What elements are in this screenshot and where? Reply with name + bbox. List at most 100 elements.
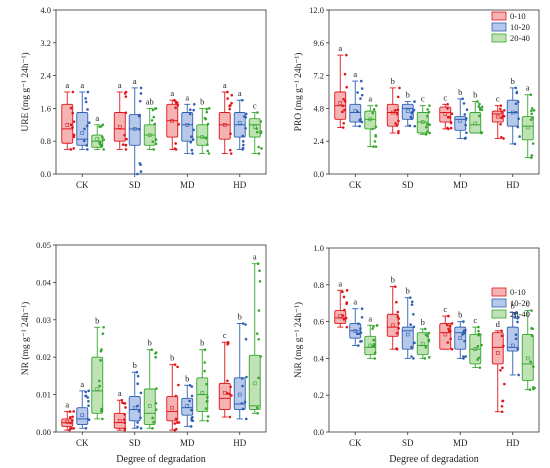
data-point	[397, 130, 400, 133]
data-point	[101, 332, 105, 335]
data-point	[465, 131, 468, 135]
data-point	[205, 399, 209, 403]
data-point	[228, 148, 232, 152]
data-point	[408, 124, 412, 128]
data-point	[374, 125, 378, 129]
data-point	[102, 325, 105, 329]
box-body	[76, 112, 89, 146]
data-point	[124, 95, 128, 98]
data-point	[449, 126, 453, 130]
significance-letter: b	[473, 90, 477, 100]
box-SD-20-40: b	[143, 338, 158, 430]
data-point	[360, 307, 364, 311]
box-HD-20-40: c	[521, 299, 536, 391]
data-point	[137, 409, 141, 413]
data-point	[502, 344, 505, 348]
data-point	[477, 105, 481, 108]
data-point	[343, 99, 347, 103]
data-point	[71, 415, 74, 419]
data-point	[152, 148, 156, 151]
data-point	[345, 85, 348, 89]
data-point	[530, 309, 533, 312]
box-MD-10-20: b	[454, 87, 469, 140]
data-point	[206, 122, 210, 126]
data-point	[448, 324, 452, 328]
data-point	[449, 121, 453, 125]
chart-panel-bottom-left: 0.00 0.01 0.02 0.03 0.04 0.05 NR (mg g⁻¹ 24h⁻¹…	[20, 240, 267, 465]
box-mean	[185, 404, 190, 408]
data-point	[206, 143, 209, 146]
data-point	[341, 290, 344, 294]
data-point	[205, 110, 209, 114]
data-point	[124, 111, 128, 115]
data-point	[225, 392, 229, 395]
data-point	[228, 107, 232, 111]
data-point	[412, 108, 415, 112]
x-tick-label: HD	[233, 180, 246, 190]
box-mean	[132, 405, 137, 410]
y-tick-label: 12.0	[309, 5, 324, 15]
data-point	[427, 110, 431, 114]
data-point	[241, 134, 244, 138]
data-point	[71, 126, 74, 129]
significance-letter: a	[118, 80, 122, 90]
data-point	[501, 366, 504, 370]
data-point	[513, 312, 517, 316]
y-tick-label: 4.0	[40, 5, 51, 15]
x-tick-label: CK	[349, 438, 362, 448]
data-point	[372, 145, 375, 148]
data-point	[72, 410, 76, 413]
data-point	[425, 123, 429, 126]
data-point	[174, 427, 178, 431]
data-point	[532, 109, 536, 112]
data-point	[502, 137, 505, 140]
data-point	[462, 357, 465, 360]
data-point	[84, 97, 87, 100]
box-CK-20-40: a	[91, 113, 106, 151]
data-point	[174, 106, 177, 110]
significance-letter: b	[95, 315, 99, 325]
box-body	[166, 396, 179, 422]
box-mean	[443, 332, 448, 337]
data-point	[99, 409, 103, 413]
significance-letter: a	[526, 83, 530, 93]
data-point	[255, 127, 259, 130]
box-mean	[405, 332, 410, 337]
box-body	[218, 382, 231, 411]
data-point	[244, 115, 248, 119]
data-point	[84, 426, 88, 430]
data-point	[515, 311, 518, 314]
data-point	[427, 338, 431, 342]
data-point	[241, 146, 245, 150]
data-point	[462, 320, 465, 323]
data-point	[500, 329, 503, 333]
data-point	[500, 110, 504, 113]
data-point	[413, 124, 417, 128]
data-point	[139, 426, 143, 430]
y-tick-label: 7.2	[313, 71, 324, 81]
significance-letter: b	[458, 310, 462, 320]
chart-panel-top-right: 0.0 2.4 4.8 7.2 9.6 12.0 PRO (mg g⁻¹ 24h⁻¹) CK a…	[293, 5, 540, 190]
data-point	[226, 340, 230, 344]
data-point	[242, 143, 245, 147]
data-point	[191, 415, 194, 419]
data-point	[395, 112, 399, 116]
data-point	[229, 152, 233, 155]
data-point	[514, 337, 518, 341]
data-point	[207, 152, 211, 155]
significance-letter: b	[458, 87, 462, 97]
data-point	[102, 148, 105, 151]
data-point	[124, 148, 128, 151]
significance-letter: b	[406, 90, 410, 100]
data-point	[500, 136, 503, 139]
data-point	[204, 117, 208, 121]
data-point	[374, 145, 378, 148]
data-point	[374, 104, 378, 107]
data-point	[205, 382, 208, 386]
data-point	[413, 100, 416, 103]
data-point	[371, 344, 375, 348]
significance-letter: a	[65, 399, 69, 409]
data-point	[190, 419, 194, 422]
y-tick-label: 2.4	[313, 136, 324, 146]
data-point	[257, 376, 260, 380]
